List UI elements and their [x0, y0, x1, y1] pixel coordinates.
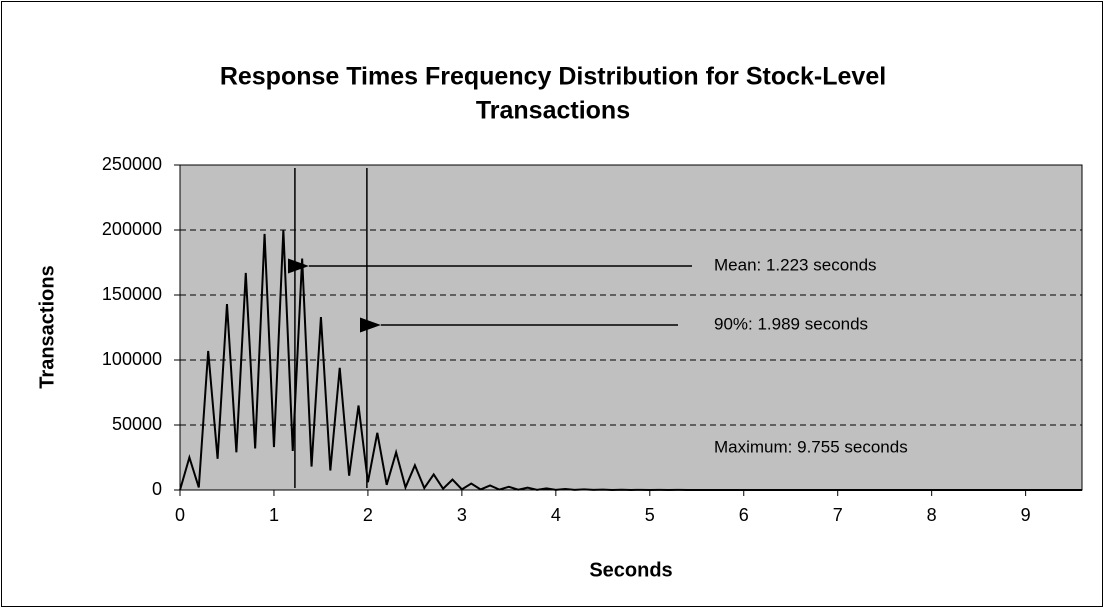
chart-title: Transactions: [476, 97, 630, 125]
x-tick-label: 9: [1021, 505, 1031, 525]
data-line: [179, 229, 1082, 492]
y-tick-label: 0: [152, 479, 162, 499]
x-tick-label: 3: [457, 505, 467, 525]
annotation: 90%: 1.989 seconds: [714, 314, 868, 333]
y-tick-label: 50000: [112, 414, 162, 434]
annotation: Mean: 1.223 seconds: [714, 255, 877, 274]
x-tick-label: 2: [363, 505, 373, 525]
x-tick-label: 5: [645, 505, 655, 525]
x-tick-label: 0: [175, 505, 185, 525]
annotation: Maximum: 9.755 seconds: [714, 437, 908, 456]
x-tick-label: 6: [739, 505, 749, 525]
x-tick-label: 4: [551, 505, 561, 525]
y-tick-label: 200000: [102, 219, 162, 239]
x-tick-label: 7: [833, 505, 843, 525]
y-axis-label: Transactions: [36, 265, 58, 388]
x-tick-label: 8: [927, 505, 937, 525]
y-tick-label: 100000: [102, 349, 162, 369]
chart-title: Response Times Frequency Distribution fo…: [220, 63, 886, 91]
x-tick-label: 1: [269, 505, 279, 525]
y-tick-label: 250000: [102, 154, 162, 174]
plot-area: [179, 164, 1083, 491]
y-tick-label: 150000: [102, 284, 162, 304]
x-axis-label: Seconds: [589, 559, 672, 581]
